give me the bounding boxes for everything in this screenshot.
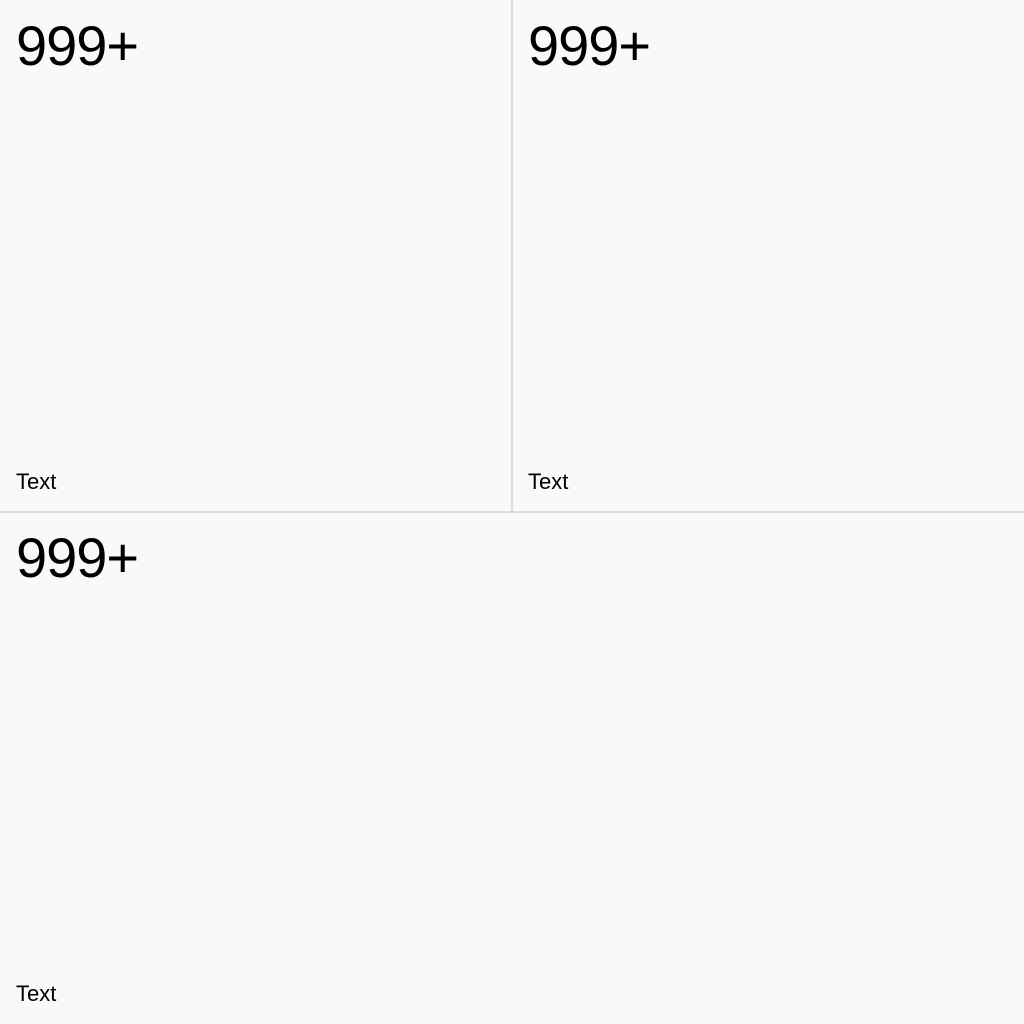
vertical-divider xyxy=(511,0,513,512)
stat-tile-1[interactable]: 999+ Text xyxy=(0,0,512,512)
stat-tile-value: 999+ xyxy=(16,526,139,589)
stat-tile-label: Text xyxy=(528,469,569,494)
stat-tile-2[interactable]: 999+ Text xyxy=(512,0,1024,512)
stat-tile-3[interactable]: 999+ Text xyxy=(0,512,1024,1024)
stat-tile-value: 999+ xyxy=(528,14,651,77)
stat-tile-label: Text xyxy=(16,981,57,1006)
stat-tile-label: Text xyxy=(16,469,57,494)
stat-tile-value: 999+ xyxy=(16,14,139,77)
horizontal-divider xyxy=(0,511,1024,513)
